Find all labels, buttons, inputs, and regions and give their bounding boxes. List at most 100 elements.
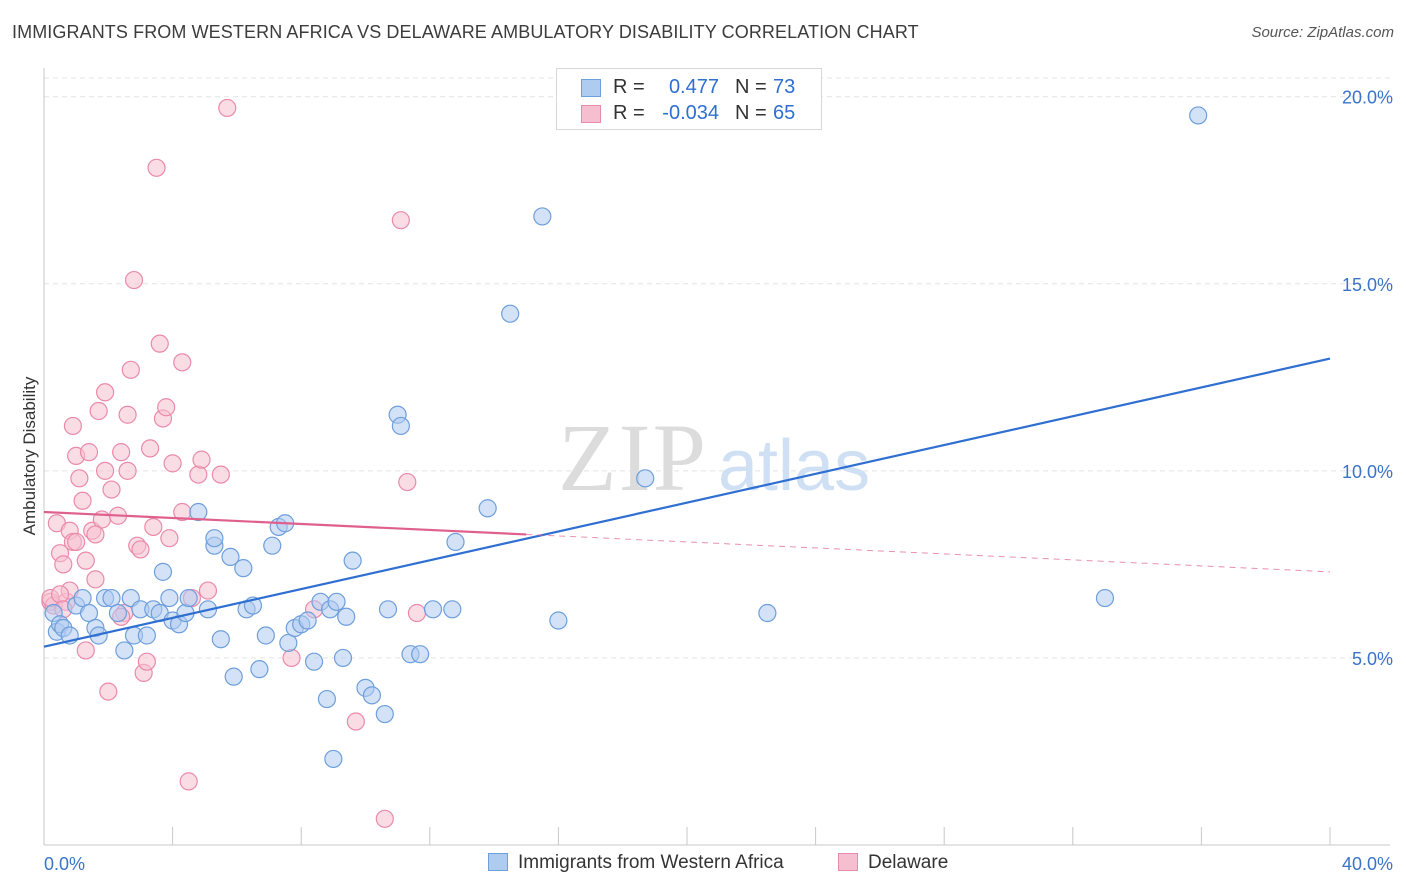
delaware-trend-extension (526, 533, 1331, 573)
trend-lines (43, 357, 1331, 648)
western-africa-point (443, 600, 462, 619)
watermark-atlas: atlas (718, 426, 870, 506)
delaware-point (112, 443, 131, 462)
legend-n-label: N = (735, 102, 767, 124)
delaware-point (157, 398, 176, 417)
western-africa-point (758, 603, 777, 623)
delaware-point (50, 585, 70, 604)
western-africa-point (179, 588, 198, 608)
source-label: Source: ZipAtlas.com (1251, 24, 1394, 41)
delaware-point (346, 712, 365, 731)
delaware-point (179, 772, 198, 791)
legend-row-delaware: R = -0.034 N = 65 (557, 101, 823, 127)
western-africa-point (189, 502, 208, 522)
western-africa-point (102, 588, 121, 608)
legend-label-delaware: Delaware (868, 852, 949, 873)
western-africa-point (115, 641, 134, 660)
western-africa-point (549, 611, 568, 630)
delaware-point (140, 439, 160, 458)
delaware-point (118, 405, 137, 424)
y-tick-label: 10.0% (1342, 462, 1393, 482)
delaware-point (144, 517, 163, 537)
legend-item-delaware[interactable]: Delaware (838, 852, 948, 874)
western-africa-point (304, 652, 324, 671)
x-tick-label: 40.0% (1342, 854, 1393, 874)
western-africa-point (1189, 106, 1208, 125)
western-africa-point (533, 207, 552, 226)
delaware-point (375, 809, 394, 828)
western-africa-point (221, 547, 240, 567)
delaware-point (95, 383, 115, 402)
western-africa-point (362, 686, 382, 705)
western-africa-point (256, 626, 275, 645)
legend-n-label: N = (735, 76, 767, 98)
delaware-point (398, 472, 417, 492)
western-africa-point (478, 499, 497, 518)
y-tick-label: 20.0% (1342, 88, 1393, 108)
tick-labels: 5.0% 10.0% 15.0% 20.0% 0.0% 40.0% Ambulatory D… (20, 88, 1393, 874)
delaware-point (124, 270, 144, 290)
delaware-point (121, 360, 140, 379)
western-africa-point (501, 304, 520, 323)
western-africa-point (211, 630, 230, 649)
delaware-point (54, 555, 73, 574)
legend-swatch-pink (838, 853, 858, 871)
delaware-point (391, 211, 410, 230)
delaware-point (118, 461, 137, 480)
legend-r-label: R = (613, 102, 645, 124)
delaware-point (211, 465, 230, 484)
delaware-point (163, 454, 182, 473)
western-africa-point (333, 648, 353, 668)
western-africa-point (411, 645, 430, 664)
delaware-point (76, 551, 95, 570)
delaware-point (150, 334, 169, 353)
axes (43, 68, 1390, 846)
legend-swatch-blue (581, 79, 601, 97)
legend-n-value: 73 (773, 76, 796, 98)
western-africa-point (327, 592, 346, 611)
western-africa-point (343, 551, 362, 570)
correlation-legend: R = 0.477 N = 73 R = -0.034 N = 65 (556, 68, 822, 130)
legend-swatch-blue (488, 853, 508, 871)
western-africa-point (423, 600, 443, 619)
legend-swatch-pink (581, 105, 601, 123)
western-africa-point (205, 529, 224, 548)
delaware-point (86, 570, 105, 589)
western-africa-point (375, 704, 394, 724)
western-africa-point (317, 689, 337, 709)
western-africa-point (224, 667, 243, 686)
legend-row-western-africa: R = 0.477 N = 73 (557, 75, 823, 101)
delaware-point (102, 480, 121, 499)
legend-r-label: R = (613, 76, 645, 98)
y-axis-title: Ambulatory Disability (20, 376, 39, 535)
western-africa-point (636, 469, 655, 488)
watermark: ZIP atlas (558, 404, 870, 511)
x-tick-label: 0.0% (44, 854, 85, 874)
western-africa-point (446, 532, 465, 552)
delaware-point (160, 529, 179, 548)
western-africa-point (324, 749, 343, 769)
western-africa-point (153, 562, 173, 581)
legend-label-western-africa: Immigrants from Western Africa (518, 852, 784, 873)
delaware-point (70, 469, 89, 488)
western-africa-point (391, 416, 410, 436)
legend-item-western-africa[interactable]: Immigrants from Western Africa (488, 852, 784, 874)
western-africa-point (378, 600, 398, 619)
delaware-point (63, 416, 83, 436)
chart-title: IMMIGRANTS FROM WESTERN AFRICA VS DELAWA… (12, 22, 919, 42)
western-africa-point (160, 588, 179, 608)
delaware-point (89, 401, 108, 421)
delaware-point (173, 353, 192, 372)
western-africa-point (1095, 588, 1115, 608)
delaware-point (189, 465, 208, 484)
delaware-point (198, 581, 218, 600)
legend-n-value: 65 (773, 102, 796, 124)
western-africa-point (108, 603, 128, 623)
delaware-point (137, 652, 156, 671)
delaware-point (95, 461, 115, 480)
delaware-point (86, 525, 105, 544)
delaware-points (41, 98, 427, 828)
delaware-point (282, 648, 301, 668)
delaware-point (76, 641, 95, 660)
